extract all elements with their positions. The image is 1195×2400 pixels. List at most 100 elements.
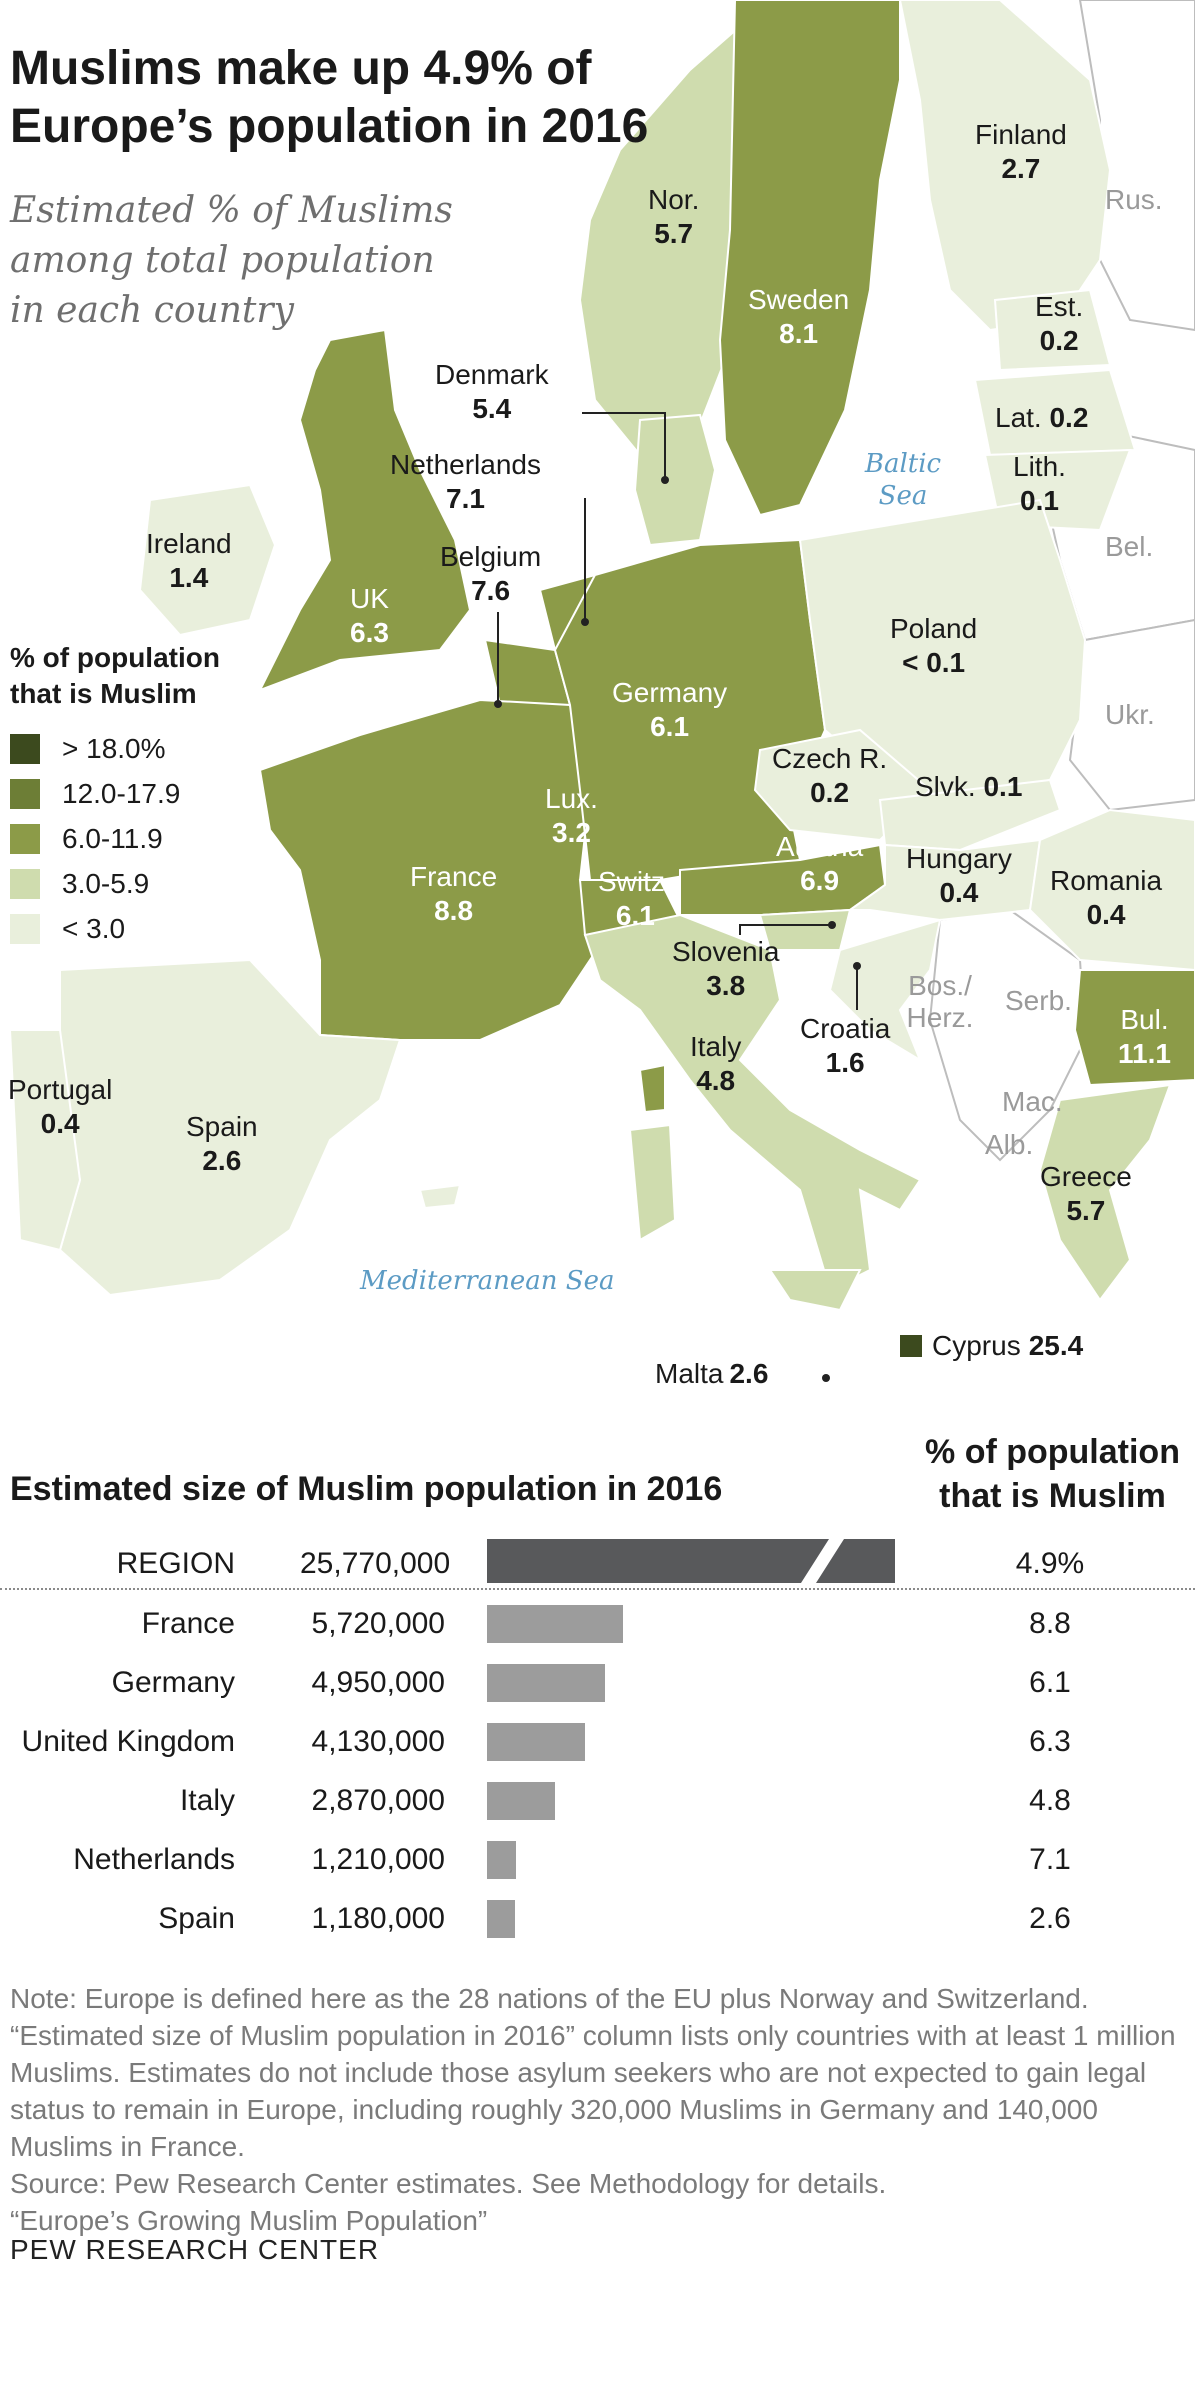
- cyprus-swatch: [900, 1335, 922, 1357]
- legend-swatch: [10, 868, 40, 899]
- balearic-shape: [418, 1183, 462, 1210]
- row-count: 5,720,000: [311, 1607, 445, 1640]
- row-count: 1,210,000: [311, 1843, 445, 1876]
- label-switzerland: Switz. 6.1: [598, 866, 673, 931]
- label-uk: UK 6.3: [350, 583, 389, 648]
- table-row: Spain 1,180,000 2.6: [0, 1888, 1195, 1947]
- france-shape: [258, 698, 602, 1041]
- row-pct: 2.6: [1029, 1902, 1071, 1935]
- legend-label: 6.0-11.9: [62, 822, 163, 854]
- label-luxembourg: Lux. 3.2: [545, 783, 598, 848]
- portugal-shape: [8, 1029, 82, 1252]
- label-france: France 8.8: [410, 861, 498, 926]
- label-belarus: Bel.: [1105, 531, 1154, 562]
- sardinia-shape: [628, 1123, 677, 1242]
- label-portugal: Portugal 0.4: [8, 1074, 113, 1139]
- greece-shape: [1038, 1083, 1172, 1302]
- legend-swatch: [10, 823, 40, 854]
- label-bulgaria: Bul. 11.1: [1118, 1004, 1171, 1069]
- row-count: 4,130,000: [311, 1725, 445, 1758]
- row-country: Spain: [158, 1902, 235, 1935]
- label-poland: Poland < 0.1: [890, 613, 978, 678]
- label-ireland: Ireland 1.4: [146, 528, 232, 593]
- label-italy: Italy 4.8: [690, 1031, 742, 1096]
- row-country: United Kingdom: [21, 1725, 235, 1758]
- report-title: “Europe’s Growing Muslim Population”: [10, 2205, 488, 2236]
- label-sweden: Sweden 8.1: [748, 284, 850, 349]
- region-pct: 4.9%: [1015, 1547, 1085, 1580]
- label-belgium: Belgium 7.6: [440, 541, 542, 606]
- table-divider: [0, 1588, 1195, 1590]
- slovenia-leader: [739, 924, 830, 935]
- label-malta: Malta 2.6: [655, 1358, 769, 1389]
- row-count: 2,870,000: [311, 1784, 445, 1817]
- row-count: 4,950,000: [311, 1666, 445, 1699]
- table-pct-header: % of population that is Muslim: [925, 1433, 1180, 1515]
- label-netherlands: Netherlands 7.1: [390, 449, 541, 514]
- uk-shape: [257, 328, 472, 692]
- table-row: Germany 4,950,000 6.1: [0, 1652, 1195, 1711]
- denmark-shape: [633, 413, 717, 547]
- row-country: Netherlands: [73, 1843, 235, 1876]
- row-bar: [487, 1900, 515, 1938]
- region-bar: [487, 1539, 895, 1583]
- balkans-shape: [928, 908, 1087, 1162]
- label-estonia: Est. 0.2: [1035, 291, 1084, 356]
- label-slovakia: Slvk. 0.1: [915, 771, 1023, 802]
- footnote: Note: Europe is defined here as the 28 n…: [10, 1980, 1180, 2239]
- label-germany: Germany 6.1: [612, 677, 728, 742]
- legend-item: > 18.0%: [10, 726, 250, 771]
- latvia-shape: [973, 368, 1137, 457]
- label-norway: Nor. 5.7: [648, 184, 700, 249]
- region-count: 25,770,000: [300, 1547, 451, 1580]
- label-mediterranean-sea: Mediterranean Sea: [360, 1266, 615, 1296]
- denmark-leader: [582, 412, 666, 478]
- page-subtitle: Estimated % of Muslims among total popul…: [10, 190, 453, 331]
- source-text: Source: Pew Research Center estimates. S…: [10, 2168, 887, 2199]
- malta-dot: [822, 1374, 830, 1382]
- label-hungary: Hungary 0.4: [906, 843, 1012, 908]
- row-bar: [487, 1664, 605, 1702]
- row-pct: 8.8: [1029, 1607, 1071, 1640]
- bulgaria-shape: [1073, 969, 1195, 1087]
- label-spain: Spain 2.6: [186, 1111, 258, 1176]
- row-country: Italy: [179, 1784, 235, 1817]
- map-legend: % of population that is Muslim > 18.0% 12…: [10, 640, 250, 951]
- legend-label: > 18.0%: [62, 732, 166, 764]
- corsica-shape: [638, 1063, 666, 1114]
- label-czech: Czech R. 0.2: [772, 743, 888, 808]
- table-row: France 5,720,000 8.8: [0, 1593, 1195, 1652]
- romania-shape: [1028, 808, 1195, 972]
- label-cyprus: Cyprus 25.4: [900, 1330, 1083, 1362]
- label-baltic-sea: Baltic Sea: [864, 449, 942, 511]
- region-name: REGION: [116, 1547, 235, 1580]
- page-title: Muslims make up 4.9% of Europe’s populat…: [10, 42, 649, 153]
- row-country: France: [141, 1607, 235, 1640]
- legend-title: % of population that is Muslim: [10, 642, 220, 709]
- row-pct: 6.1: [1029, 1666, 1071, 1699]
- legend-label: < 3.0: [62, 912, 126, 944]
- legend-item: 3.0-5.9: [10, 861, 250, 906]
- estonia-shape: [993, 288, 1112, 372]
- label-lithuania: Lith. 0.1: [1013, 451, 1066, 516]
- legend-swatch: [10, 733, 40, 764]
- legend-label: 3.0-5.9: [62, 867, 150, 899]
- label-latvia: Lat. 0.2: [995, 402, 1089, 433]
- label-austria: Austria 6.9: [776, 831, 864, 896]
- note-text: Note: Europe is defined here as the 28 n…: [10, 1983, 1176, 2162]
- label-croatia: Croatia 1.6: [800, 1013, 891, 1078]
- ireland-shape: [138, 483, 277, 637]
- table-row: Italy 2,870,000 4.8: [0, 1770, 1195, 1829]
- table-row: United Kingdom 4,130,000 6.3: [0, 1711, 1195, 1770]
- label-denmark: Denmark 5.4: [435, 359, 549, 424]
- row-bar: [487, 1841, 516, 1879]
- map-shapes: [8, 0, 1195, 1382]
- sicily-shape: [768, 1269, 862, 1312]
- legend-label: 12.0-17.9: [62, 777, 181, 809]
- label-finland: Finland 2.7: [975, 119, 1067, 184]
- sweden-shape: [718, 0, 901, 517]
- table-title: Estimated size of Muslim population in 2…: [10, 1470, 723, 1508]
- label-slovenia: Slovenia 3.8: [672, 936, 780, 1001]
- label-romania: Romania 0.4: [1050, 865, 1163, 930]
- row-pct: 6.3: [1029, 1725, 1071, 1758]
